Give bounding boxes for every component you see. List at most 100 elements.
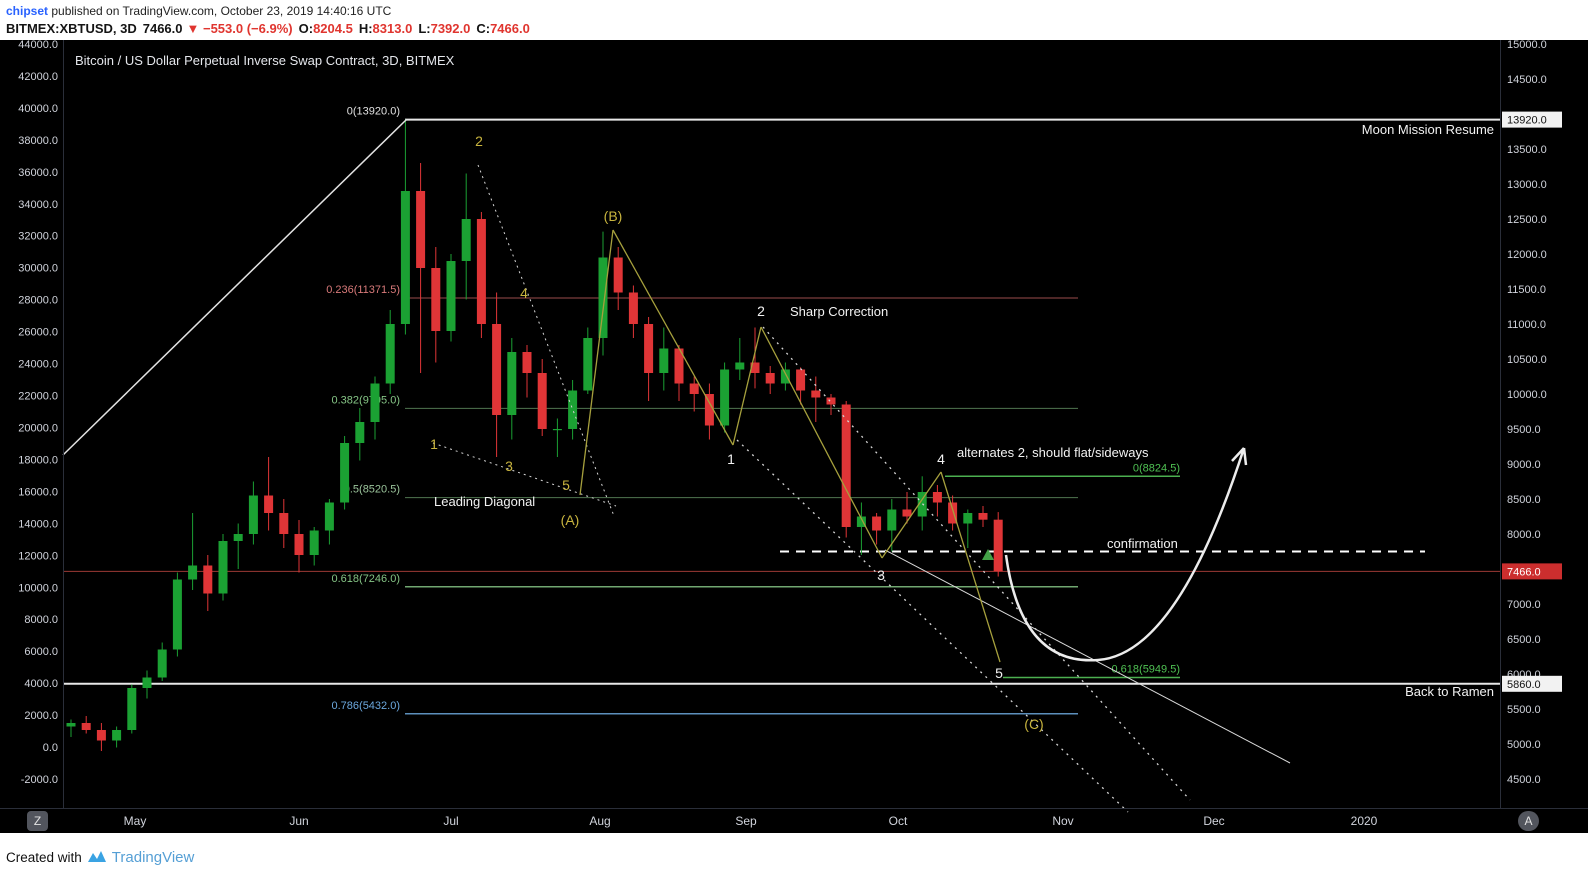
left-axis-label[interactable]: 26000.0 bbox=[18, 327, 58, 339]
right-axis-label[interactable]: 6500.0 bbox=[1507, 634, 1541, 646]
left-axis-label[interactable]: 12000.0 bbox=[18, 550, 58, 562]
ohlc-key: C: bbox=[476, 21, 491, 36]
time-axis-label[interactable]: Dec bbox=[1203, 814, 1224, 828]
left-axis-label[interactable]: 22000.0 bbox=[18, 391, 58, 403]
left-axis-label[interactable]: 44000.0 bbox=[18, 40, 58, 51]
price-chart[interactable]: 0(13920.0) 0.236(11371.5) 0.382(9795.0) 0.5… bbox=[0, 40, 1588, 833]
left-axis-label[interactable]: 30000.0 bbox=[18, 263, 58, 275]
left-axis-label[interactable]: 34000.0 bbox=[18, 199, 58, 211]
left-axis-label[interactable]: 4000.0 bbox=[24, 678, 58, 690]
candle-body bbox=[598, 257, 608, 338]
left-axis-label[interactable]: 10000.0 bbox=[18, 582, 58, 594]
left-axis-label[interactable]: 14000.0 bbox=[18, 518, 58, 530]
tradingview-logo-icon[interactable] bbox=[87, 850, 107, 864]
right-axis-label[interactable]: 13000.0 bbox=[1507, 179, 1547, 191]
ohlc-value: 8204.5 bbox=[313, 21, 353, 36]
time-axis-label[interactable]: May bbox=[124, 814, 147, 828]
candle-body bbox=[66, 723, 76, 727]
fib2-618-label: 0.618(5949.5) bbox=[1112, 664, 1181, 676]
left-axis-label[interactable]: 2000.0 bbox=[24, 710, 58, 722]
right-axis-label[interactable]: 8000.0 bbox=[1507, 529, 1541, 541]
candle-body bbox=[112, 730, 122, 741]
left-axis-label[interactable]: 40000.0 bbox=[18, 103, 58, 115]
left-axis-label[interactable]: 28000.0 bbox=[18, 295, 58, 307]
right-axis-label[interactable]: 7000.0 bbox=[1507, 599, 1541, 611]
wave-2-white: 2 bbox=[757, 303, 765, 319]
candle-body bbox=[689, 383, 699, 394]
price-tag-5860-label: 5860.0 bbox=[1507, 679, 1541, 691]
moon-mission-line-label: 0(13920.0) bbox=[347, 106, 400, 118]
wave-1-yellow: 1 bbox=[430, 436, 438, 452]
right-axis-label[interactable]: 5000.0 bbox=[1507, 739, 1541, 751]
time-axis-label[interactable]: Jun bbox=[289, 814, 308, 828]
left-axis-label[interactable]: 18000.0 bbox=[18, 454, 58, 466]
candle-body bbox=[872, 516, 882, 531]
candle-body bbox=[203, 565, 213, 594]
confirmation-label: confirmation bbox=[1107, 536, 1178, 551]
right-axis-label[interactable]: 13500.0 bbox=[1507, 144, 1547, 156]
right-axis-label[interactable]: 5500.0 bbox=[1507, 704, 1541, 716]
right-axis-label[interactable]: 10000.0 bbox=[1507, 389, 1547, 401]
candle-body bbox=[294, 534, 304, 555]
left-axis-label[interactable]: 6000.0 bbox=[24, 646, 58, 658]
right-axis-label[interactable]: 4500.0 bbox=[1507, 774, 1541, 786]
wave-line-3-4 bbox=[881, 471, 942, 559]
time-axis-label[interactable]: 2020 bbox=[1351, 814, 1378, 828]
candle-body bbox=[856, 516, 866, 527]
time-axis-label[interactable]: Nov bbox=[1052, 814, 1073, 828]
time-axis-label[interactable]: Oct bbox=[889, 814, 908, 828]
left-axis-label[interactable]: 38000.0 bbox=[18, 135, 58, 147]
right-axis-label[interactable]: 14500.0 bbox=[1507, 74, 1547, 86]
candle-body bbox=[370, 383, 380, 422]
left-axis-label[interactable]: 20000.0 bbox=[18, 422, 58, 434]
candle-body bbox=[431, 268, 441, 331]
wave-4-white: 4 bbox=[937, 451, 945, 467]
candle-body bbox=[537, 373, 547, 429]
candle-body bbox=[902, 509, 912, 517]
wave-b-yellow: (B) bbox=[604, 208, 623, 224]
left-axis-label[interactable]: 0.0 bbox=[43, 742, 58, 754]
left-axis-label[interactable]: 32000.0 bbox=[18, 231, 58, 243]
left-axis-label[interactable]: 36000.0 bbox=[18, 167, 58, 179]
candle-body bbox=[841, 404, 851, 527]
wave-5-white: 5 bbox=[995, 665, 1003, 681]
time-axis-label[interactable]: Jul bbox=[443, 814, 458, 828]
candle-body bbox=[826, 397, 836, 405]
left-axis-label[interactable]: 42000.0 bbox=[18, 71, 58, 83]
last-price-tag-box bbox=[1502, 563, 1562, 580]
footer: Created with TradingView bbox=[0, 833, 1588, 881]
last-price: 7466.0 bbox=[142, 21, 183, 36]
right-axis-label[interactable]: 11500.0 bbox=[1507, 284, 1546, 296]
right-axis-label[interactable]: 8500.0 bbox=[1507, 494, 1541, 506]
right-axis-label[interactable]: 11000.0 bbox=[1507, 319, 1546, 331]
price-tag-13920-label: 13920.0 bbox=[1507, 115, 1547, 127]
candle-body bbox=[446, 261, 456, 331]
author-link[interactable]: chipset bbox=[6, 4, 49, 18]
candle-body bbox=[96, 730, 106, 741]
right-axis-label[interactable]: 12500.0 bbox=[1507, 214, 1547, 226]
left-axis-label[interactable]: 24000.0 bbox=[18, 359, 58, 371]
candle-body bbox=[780, 369, 790, 384]
wave-a-yellow: (A) bbox=[561, 512, 580, 528]
time-axis-label[interactable]: Aug bbox=[589, 814, 610, 828]
candle-body bbox=[583, 338, 593, 391]
right-axis-label[interactable]: 9500.0 bbox=[1507, 424, 1541, 436]
candle-body bbox=[507, 352, 517, 415]
right-axis-label[interactable]: 12000.0 bbox=[1507, 249, 1547, 261]
candle-body bbox=[218, 541, 228, 594]
price-change: ▼ −553.0 (−6.9%) bbox=[186, 21, 293, 36]
left-axis-label[interactable]: -2000.0 bbox=[21, 774, 58, 786]
right-axis-label[interactable]: 9000.0 bbox=[1507, 459, 1541, 471]
right-axis-label[interactable]: 10500.0 bbox=[1507, 354, 1547, 366]
time-axis-label[interactable]: Sep bbox=[735, 814, 757, 828]
left-axis-label[interactable]: 16000.0 bbox=[18, 486, 58, 498]
projection-arrowhead bbox=[1231, 447, 1245, 462]
right-axis-label[interactable]: 15000.0 bbox=[1507, 40, 1547, 51]
auto-scale-button[interactable]: A bbox=[1518, 811, 1539, 831]
left-axis-label[interactable]: 8000.0 bbox=[24, 614, 58, 626]
tradingview-brand[interactable]: TradingView bbox=[111, 848, 195, 866]
fib2-0-label: 0(8824.5) bbox=[1133, 462, 1180, 474]
timezone-button[interactable]: Z bbox=[27, 811, 48, 831]
candle-body bbox=[750, 362, 760, 373]
